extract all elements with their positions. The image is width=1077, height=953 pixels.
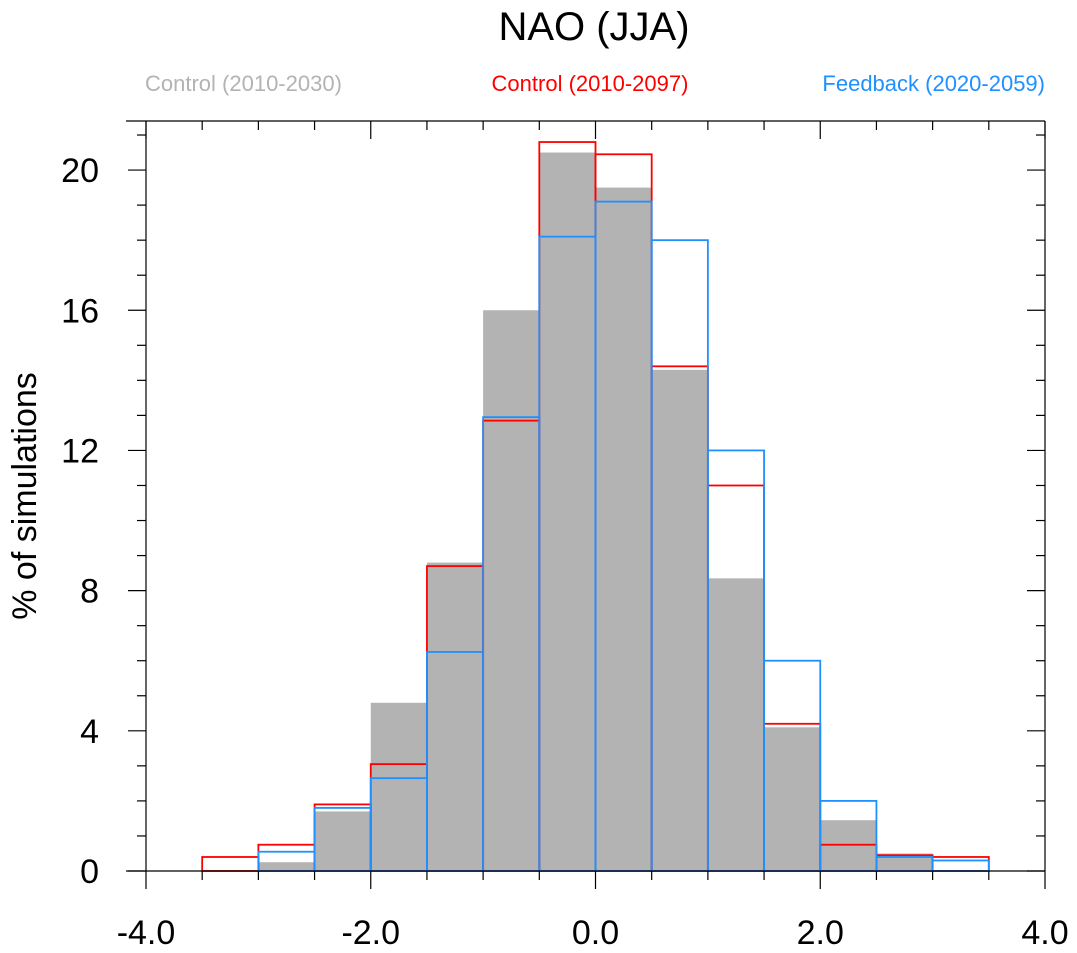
y-tick-label: 8: [80, 573, 99, 611]
plot-area: -4.0 -2.0 0.0 2.0 4.0 0 4 8 12 16 20: [61, 120, 1069, 952]
y-tick-label: 0: [80, 853, 99, 891]
bar-control-2010-2030-9: [707, 578, 765, 871]
bar-control-2010-2030-7: [595, 187, 652, 871]
y-axis-label: % of simulations: [6, 372, 44, 620]
x-tick-label: -2.0: [341, 914, 400, 952]
legend-label-control-2010-2097: Control (2010-2097): [492, 71, 689, 96]
bar-control-2010-2030-3: [370, 702, 427, 871]
bar-control-2010-2097-13: [931, 856, 990, 872]
x-tick-label: -4.0: [117, 914, 176, 952]
chart-title: NAO (JJA): [498, 5, 689, 49]
y-tick-label: 16: [61, 292, 99, 330]
x-tick-label: 4.0: [1021, 914, 1068, 952]
bar-control-2010-2030-6: [539, 152, 596, 871]
y-tick-label: 20: [61, 152, 99, 190]
bar-control-2010-2030-4: [426, 562, 484, 871]
bar-control-2010-2030-2: [314, 811, 371, 871]
bar-feedback-2020-2059-13: [931, 859, 990, 872]
x-tick-label: 0.0: [572, 914, 619, 952]
legend-label-feedback-2020-2059: Feedback (2020-2059): [822, 71, 1045, 96]
bar-control-2010-2030-5: [483, 310, 540, 872]
bar-control-2010-2030-10: [764, 727, 821, 871]
bar-control-2010-2030-8: [651, 369, 708, 871]
bar-control-2010-2097-0: [201, 856, 260, 872]
bar-control-2010-2030-1: [258, 862, 315, 871]
x-tick-label: 2.0: [797, 914, 844, 952]
y-tick-label: 12: [61, 432, 99, 470]
legend-label-control-2010-2030: Control (2010-2030): [145, 71, 342, 96]
y-tick-label: 4: [80, 713, 99, 751]
